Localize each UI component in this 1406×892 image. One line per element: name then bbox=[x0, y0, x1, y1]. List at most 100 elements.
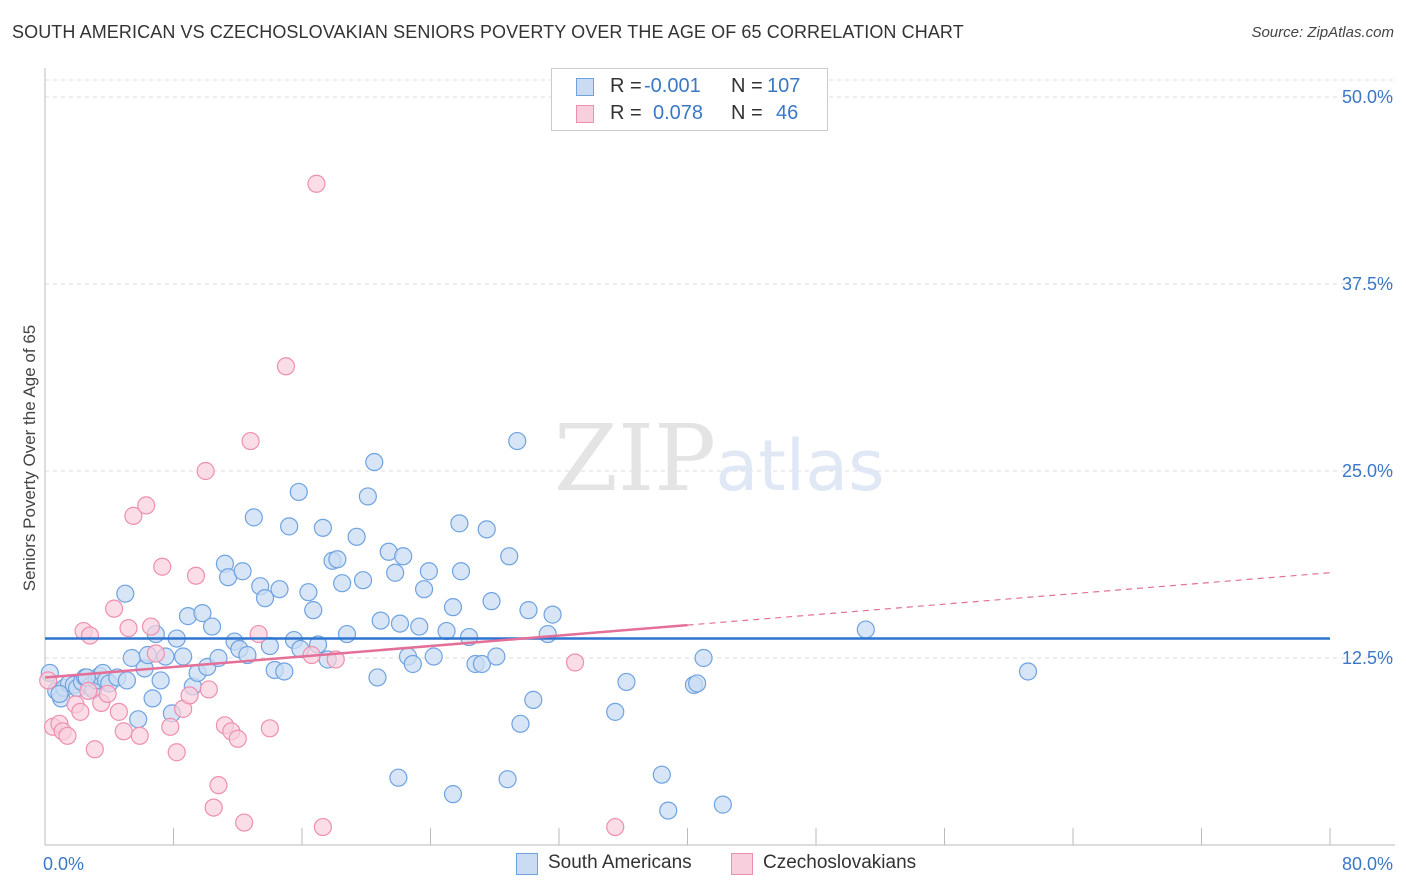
x-tick-label-min: 0.0% bbox=[43, 854, 84, 874]
data-point-south-americans bbox=[275, 662, 294, 681]
data-point-czechoslovakians bbox=[161, 717, 180, 736]
data-point-south-americans bbox=[238, 645, 257, 665]
bottom-legend-label: South Americans bbox=[548, 852, 692, 873]
data-point-south-americans bbox=[606, 702, 625, 721]
south-americans-points bbox=[40, 431, 1038, 820]
trend-lines bbox=[44, 572, 1331, 679]
data-point-south-americans bbox=[358, 487, 377, 506]
czechoslovakians-points bbox=[39, 174, 625, 837]
legend-swatch-pink bbox=[576, 105, 594, 123]
data-point-czechoslovakians bbox=[79, 681, 98, 701]
data-point-czechoslovakians bbox=[249, 624, 268, 644]
data-point-south-americans bbox=[368, 668, 387, 687]
correlation-legend: R = -0.001 N = 107 R = 0.078 N = 46 bbox=[551, 68, 828, 131]
data-point-south-americans bbox=[333, 574, 352, 593]
data-point-czechoslovakians bbox=[313, 817, 332, 837]
data-point-czechoslovakians bbox=[153, 557, 172, 576]
source-label: Source: ZipAtlas.com bbox=[1251, 24, 1394, 41]
data-point-czechoslovakians bbox=[98, 684, 117, 704]
data-point-south-americans bbox=[519, 601, 538, 620]
data-point-south-americans bbox=[299, 583, 318, 602]
trend-line-czechoslovakians-extension bbox=[687, 572, 1331, 626]
data-point-czechoslovakians bbox=[130, 726, 149, 745]
data-point-south-americans bbox=[365, 452, 384, 472]
data-point-czechoslovakians bbox=[80, 626, 100, 645]
data-point-south-americans bbox=[280, 517, 299, 536]
data-point-czechoslovakians bbox=[167, 743, 186, 762]
data-point-south-americans bbox=[694, 648, 713, 668]
data-point-south-americans bbox=[353, 571, 373, 590]
legend-r-value: -0.001 bbox=[644, 75, 701, 97]
data-point-south-americans bbox=[414, 580, 434, 599]
data-point-czechoslovakians bbox=[109, 702, 128, 721]
bottom-legend-label: Czechoslovakians bbox=[763, 852, 917, 873]
data-point-south-americans bbox=[508, 431, 527, 451]
trend-line-czechoslovakians bbox=[44, 623, 688, 679]
legend-n-value: 46 bbox=[776, 102, 799, 124]
data-point-south-americans bbox=[511, 714, 530, 733]
bottom-legend-swatch-pink bbox=[731, 853, 753, 875]
watermark-zip: ZIP bbox=[554, 405, 716, 512]
data-point-czechoslovakians bbox=[58, 726, 77, 745]
data-point-south-americans bbox=[313, 518, 332, 537]
data-point-south-americans bbox=[713, 795, 732, 814]
data-point-south-americans bbox=[410, 617, 429, 636]
chart-title: SOUTH AMERICAN VS CZECHOSLOVAKIAN SENIOR… bbox=[12, 22, 964, 42]
data-point-czechoslovakians bbox=[124, 506, 143, 525]
data-point-south-americans bbox=[386, 563, 405, 582]
data-point-czechoslovakians bbox=[141, 617, 161, 636]
data-point-south-americans bbox=[371, 611, 390, 630]
data-point-czechoslovakians bbox=[114, 722, 133, 741]
data-point-south-americans bbox=[487, 647, 506, 666]
data-point-czechoslovakians bbox=[137, 496, 156, 515]
data-point-south-americans bbox=[524, 690, 543, 709]
legend-n-value: 107 bbox=[767, 75, 801, 97]
data-point-south-americans bbox=[337, 624, 357, 644]
data-point-south-americans bbox=[116, 584, 135, 603]
legend-n-label: N = bbox=[731, 75, 763, 97]
watermark-atlas: atlas bbox=[715, 425, 884, 507]
legend-r-label: R = bbox=[610, 102, 642, 124]
data-point-south-americans bbox=[151, 671, 170, 690]
data-point-south-americans bbox=[543, 605, 562, 624]
data-point-south-americans bbox=[193, 604, 212, 623]
data-point-south-americans bbox=[129, 710, 148, 729]
data-point-south-americans bbox=[390, 614, 410, 633]
data-point-czechoslovakians bbox=[180, 686, 199, 705]
data-point-czechoslovakians bbox=[307, 174, 326, 193]
data-point-czechoslovakians bbox=[146, 644, 165, 663]
data-point-czechoslovakians bbox=[119, 618, 138, 638]
data-point-south-americans bbox=[477, 520, 496, 539]
data-point-south-americans bbox=[389, 768, 408, 787]
y-tick-label: 37.5% bbox=[1342, 274, 1393, 294]
data-point-czechoslovakians bbox=[228, 729, 247, 748]
legend-swatch-blue bbox=[576, 78, 594, 96]
data-point-south-americans bbox=[451, 562, 471, 581]
data-point-south-americans bbox=[403, 654, 422, 674]
data-point-south-americans bbox=[450, 514, 469, 533]
data-point-south-americans bbox=[289, 482, 308, 502]
data-point-south-americans bbox=[659, 801, 678, 820]
data-point-south-americans bbox=[482, 592, 501, 611]
data-point-south-americans bbox=[688, 674, 707, 693]
data-point-south-americans bbox=[347, 527, 366, 546]
data-point-czechoslovakians bbox=[196, 461, 215, 481]
data-point-czechoslovakians bbox=[199, 680, 218, 699]
data-point-south-americans bbox=[270, 580, 289, 599]
data-point-south-americans bbox=[856, 620, 875, 639]
data-point-south-americans bbox=[652, 765, 671, 784]
x-tick-label-max: 80.0% bbox=[1342, 854, 1393, 874]
bottom-legend-swatch-blue bbox=[516, 853, 538, 875]
legend-r-value: 0.078 bbox=[653, 102, 704, 124]
data-point-south-americans bbox=[443, 785, 463, 804]
data-point-czechoslovakians bbox=[71, 702, 90, 721]
data-point-south-americans bbox=[143, 689, 162, 708]
data-point-czechoslovakians bbox=[209, 776, 228, 795]
data-point-south-americans bbox=[202, 617, 222, 636]
data-point-south-americans bbox=[500, 547, 519, 566]
legend-n-label: N = bbox=[731, 102, 763, 124]
data-point-south-americans bbox=[50, 684, 69, 704]
data-point-czechoslovakians bbox=[606, 817, 625, 837]
y-tick-label: 25.0% bbox=[1342, 461, 1393, 481]
